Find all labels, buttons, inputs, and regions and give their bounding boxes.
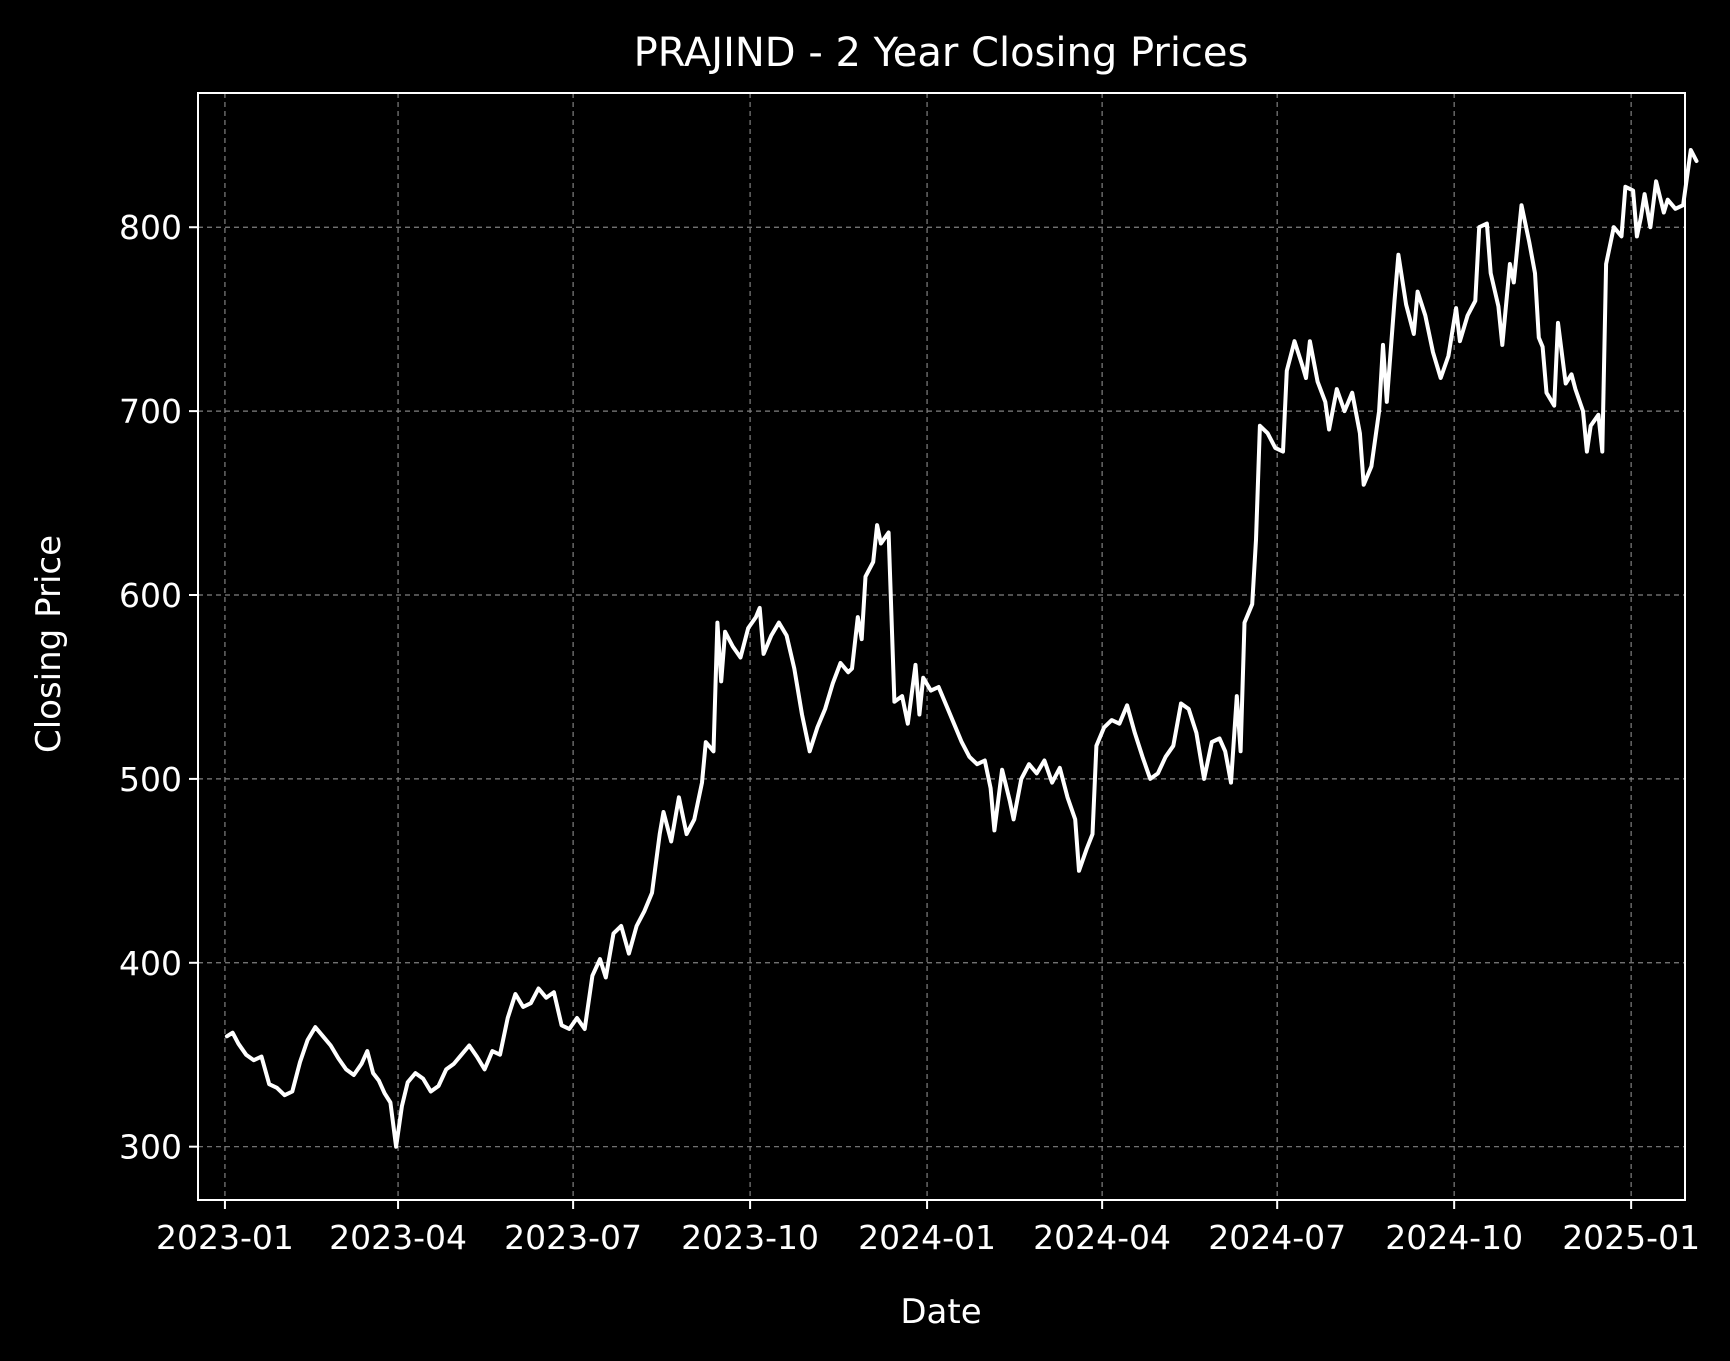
series-line-close — [224, 148, 1699, 1149]
y-tick-label: 300 — [119, 1128, 182, 1167]
x-tick-label: 2023-01 — [156, 1218, 294, 1257]
plot-frame — [197, 92, 1686, 1201]
x-axis-label: Date — [900, 1292, 981, 1332]
x-tick-label: 2023-10 — [681, 1218, 819, 1257]
y-axis-label: Closing Price — [29, 535, 69, 753]
y-tick-label: 800 — [119, 208, 182, 247]
y-tick-label: 600 — [119, 576, 182, 615]
x-tick-label: 2023-04 — [329, 1218, 467, 1257]
x-tick-label: 2024-01 — [858, 1218, 996, 1257]
x-tick-label: 2024-10 — [1385, 1218, 1523, 1257]
x-tick-label: 2025-01 — [1562, 1218, 1700, 1257]
x-tick-label: 2023-07 — [504, 1218, 642, 1257]
grid — [198, 93, 1685, 1200]
x-tick-label: 2024-07 — [1208, 1218, 1346, 1257]
y-axis: 300 400 500 600 700 800 — [119, 208, 198, 1167]
y-tick-label: 500 — [119, 760, 182, 799]
y-tick-label: 700 — [119, 392, 182, 431]
series-layer — [224, 148, 1699, 1149]
x-axis: 2023-01 2023-04 2023-07 2023-10 2024-01 2024-… — [156, 1200, 1700, 1257]
y-tick-label: 400 — [119, 944, 182, 983]
x-tick-label: 2024-04 — [1033, 1218, 1171, 1257]
chart-title: PRAJIND - 2 Year Closing Prices — [634, 30, 1249, 76]
